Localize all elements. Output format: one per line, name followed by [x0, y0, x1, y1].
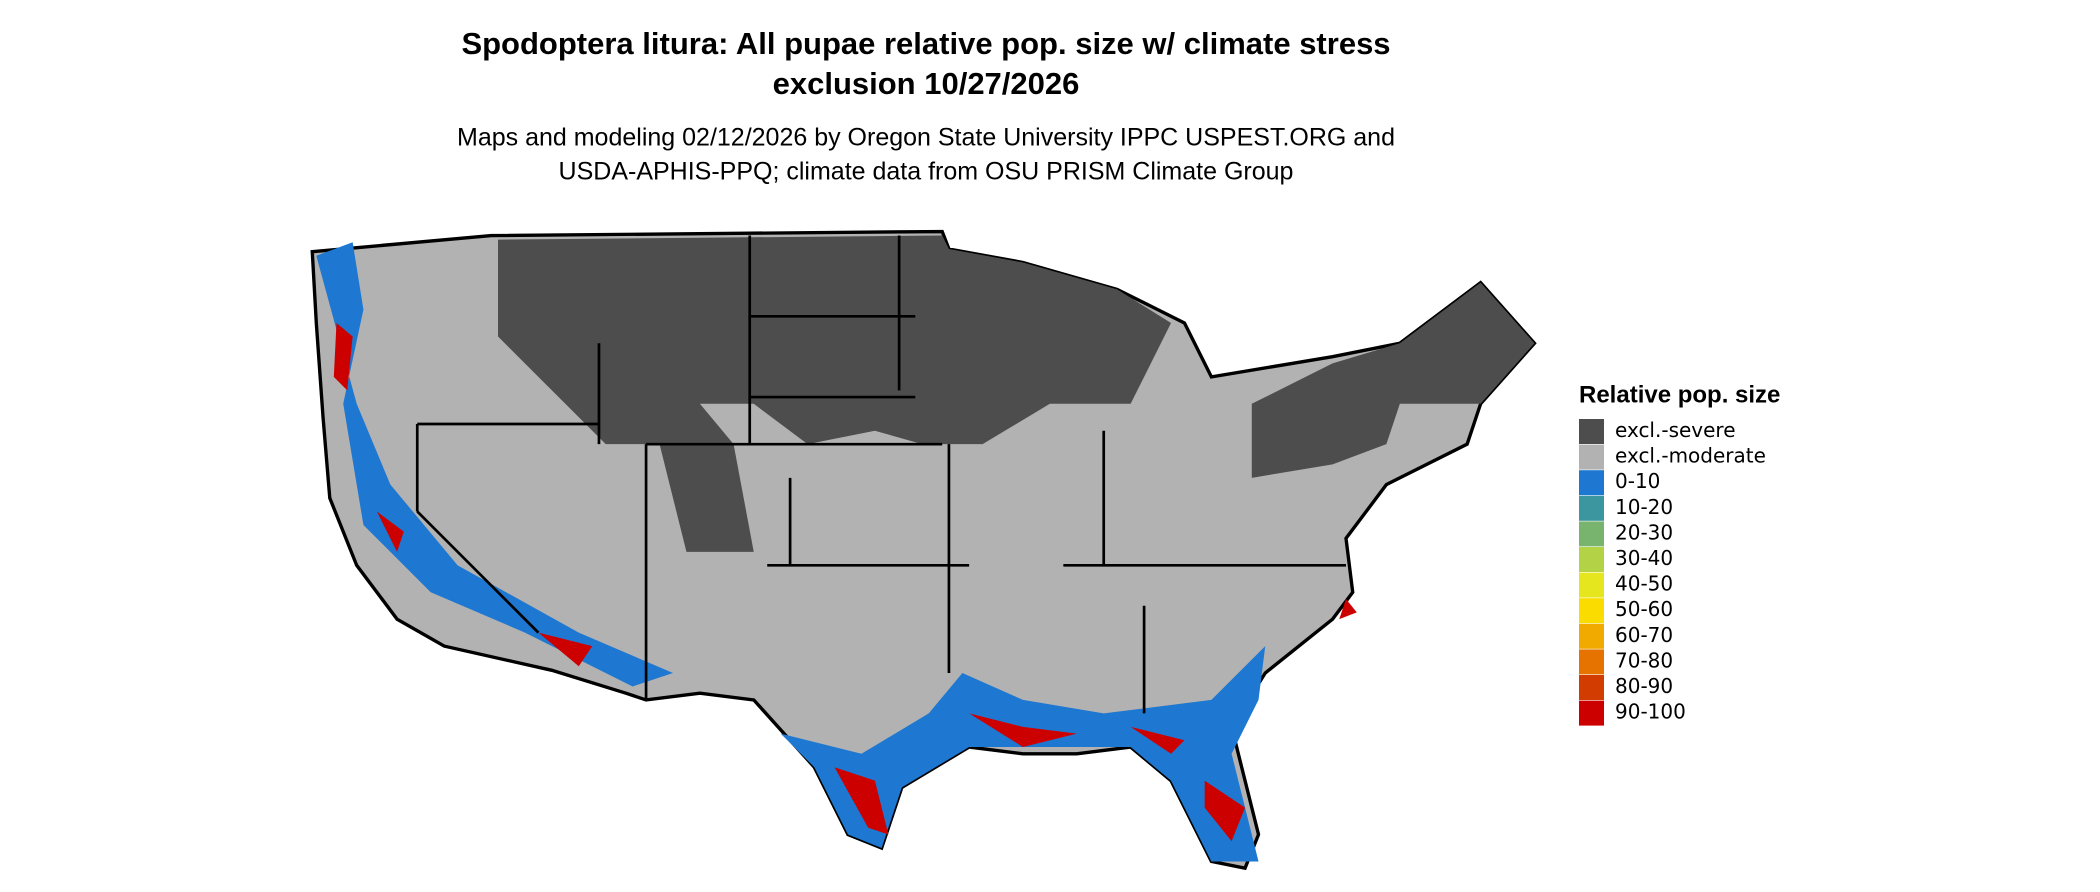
map — [310, 229, 1537, 871]
legend-label: 20-30 — [1615, 520, 1673, 544]
legend-label: excl.-moderate — [1615, 444, 1766, 468]
title-line: Spodoptera litura: All pupae relative po… — [461, 26, 1390, 61]
legend-label: 10-20 — [1615, 495, 1673, 519]
legend-label: excl.-severe — [1615, 418, 1736, 442]
legend-swatch — [1579, 675, 1604, 700]
legend-label: 80-90 — [1615, 674, 1673, 698]
legend-swatch — [1579, 444, 1604, 470]
severe-region — [498, 235, 1172, 552]
legend-title: Relative pop. size — [1579, 381, 1780, 408]
legend-swatch — [1579, 700, 1604, 726]
legend-swatch — [1579, 598, 1604, 624]
legend-swatch — [1579, 623, 1604, 649]
subtitle-line: USDA-APHIS-PPQ; climate data from OSU PR… — [559, 158, 1294, 186]
legend-swatch — [1579, 521, 1604, 547]
low-suitability-region — [316, 242, 1266, 862]
legend-label: 0-10 — [1615, 469, 1660, 493]
state-border — [416, 510, 540, 634]
legend-label: 60-70 — [1615, 623, 1673, 647]
legend-swatch — [1579, 649, 1604, 675]
legend-swatch — [1579, 470, 1604, 496]
title-line: exclusion 10/27/2026 — [773, 66, 1080, 101]
legend-swatch — [1579, 547, 1604, 572]
severe-region — [1251, 282, 1535, 478]
legend-swatch — [1579, 419, 1604, 444]
state-borders — [415, 235, 1346, 714]
legend-label: 90-100 — [1615, 700, 1686, 724]
legend-label: 70-80 — [1615, 648, 1673, 672]
legend-swatch — [1579, 495, 1604, 521]
legend-label: 40-50 — [1615, 572, 1673, 596]
legend-label: 50-60 — [1615, 597, 1673, 621]
legend-label: 30-40 — [1615, 546, 1673, 570]
legend-swatch — [1579, 572, 1604, 598]
subtitle-line: Maps and modeling 02/12/2026 by Oregon S… — [457, 124, 1395, 152]
legend: Relative pop. size excl.-severeexcl.-mod… — [1579, 381, 1780, 726]
